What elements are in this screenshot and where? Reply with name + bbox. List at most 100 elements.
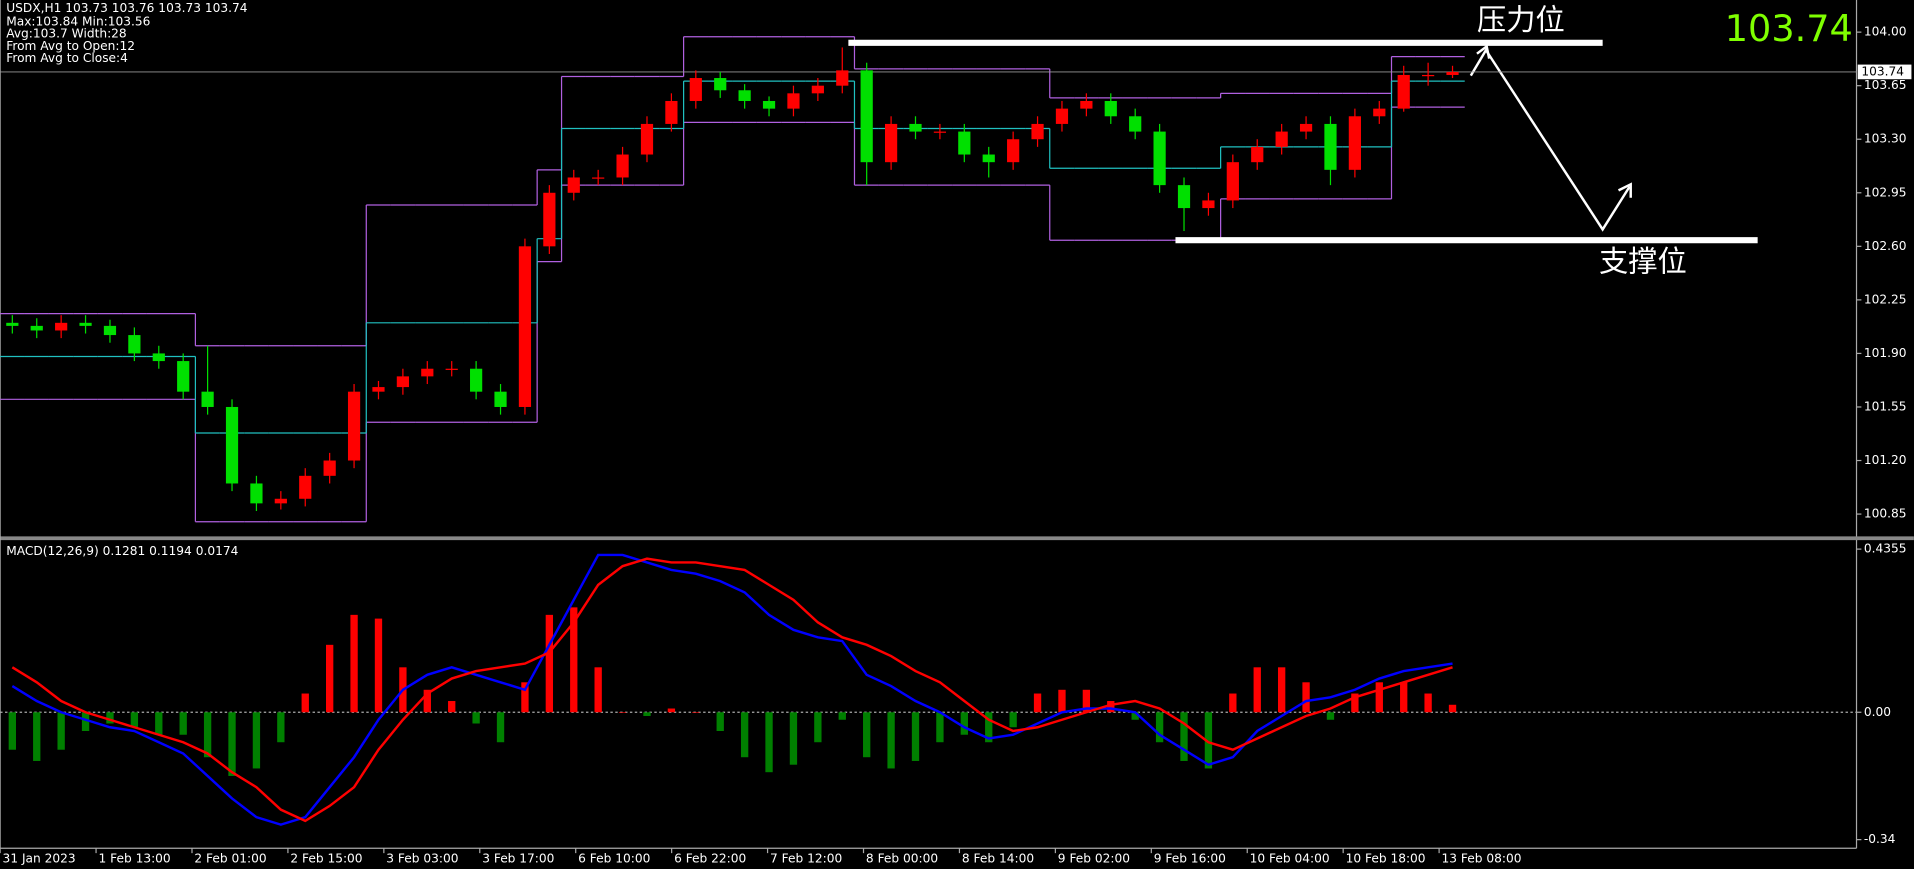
- macd-bar: [838, 712, 846, 720]
- macd-bar: [863, 712, 871, 758]
- candle-body: [1348, 116, 1361, 170]
- candle-body: [445, 368, 458, 370]
- macd-bar: [1375, 682, 1383, 713]
- candle-body: [274, 498, 287, 504]
- x-tick-label: 6 Feb 22:00: [674, 852, 746, 866]
- macd-bar: [1400, 682, 1408, 713]
- macd-bar: [33, 712, 41, 761]
- macd-bar: [1033, 693, 1042, 713]
- x-tick-label: 2 Feb 15:00: [290, 852, 362, 866]
- candle-body: [372, 387, 385, 392]
- candle-body: [1422, 74, 1435, 77]
- candle-body: [1373, 108, 1386, 117]
- candle-body: [470, 368, 483, 392]
- macd-bar: [960, 712, 968, 735]
- x-tick-label: 7 Feb 12:00: [770, 852, 842, 866]
- y-tick-label: 0.00: [1864, 705, 1891, 719]
- macd-bar: [1131, 712, 1139, 720]
- macd-bar: [8, 712, 16, 750]
- macd-bar: [1424, 693, 1432, 713]
- candle-body: [421, 368, 434, 377]
- candle-body: [152, 353, 165, 362]
- candle-body: [299, 475, 312, 499]
- macd-bar: [985, 712, 993, 743]
- x-tick-label: 3 Feb 03:00: [386, 852, 458, 866]
- macd-bar: [887, 712, 895, 769]
- macd-bar: [325, 644, 334, 713]
- candle-body: [396, 376, 409, 388]
- y-tick-label: 102.25: [1864, 292, 1907, 306]
- arrow-path: [1485, 50, 1631, 232]
- candle-body: [592, 177, 605, 179]
- macd-bar: [1180, 712, 1188, 761]
- y-tick-label: 103.65: [1864, 78, 1907, 92]
- macd-bar: [1107, 701, 1115, 713]
- macd-bar: [521, 682, 529, 713]
- level-label: 支撑位: [1599, 245, 1687, 279]
- level-label: 压力位: [1477, 3, 1565, 37]
- macd-bar: [155, 712, 163, 735]
- macd-bar: [1082, 689, 1091, 713]
- x-tick-label: 31 Jan 2023: [3, 852, 76, 866]
- candle-body: [55, 322, 68, 331]
- macd-bar: [1302, 682, 1310, 713]
- last-price-box: [1857, 64, 1912, 80]
- info-line: Max:103.84 Min:103.56: [6, 14, 150, 28]
- macd-bar: [594, 667, 602, 713]
- y-tick-label: 101.20: [1864, 453, 1907, 467]
- info-line: From Avg to Close:4: [6, 51, 128, 65]
- macd-bar: [423, 689, 431, 713]
- candle-body: [665, 100, 678, 124]
- macd-bar: [228, 712, 236, 776]
- macd-bar: [740, 712, 749, 758]
- candle-body: [982, 154, 995, 163]
- arrow-head: [1617, 182, 1632, 198]
- macd-bar: [1448, 704, 1457, 713]
- candle-body: [836, 70, 849, 86]
- macd-bar: [716, 712, 724, 731]
- candle-body: [1446, 71, 1459, 75]
- macd-bar: [496, 712, 505, 743]
- candle-body: [323, 460, 336, 476]
- candle-body: [1202, 200, 1215, 209]
- macd-bar: [1326, 712, 1335, 720]
- y-tick-label: -0.34: [1864, 832, 1896, 846]
- info-line: From Avg to Open:12: [6, 39, 135, 53]
- candle-body: [103, 325, 117, 336]
- candle-body: [128, 335, 141, 354]
- x-tick-label: 10 Feb 04:00: [1250, 852, 1330, 866]
- candle-body: [177, 361, 190, 392]
- candle-body: [1031, 123, 1044, 140]
- macd-bar: [789, 712, 798, 765]
- macd-bar: [667, 708, 676, 713]
- candle-body: [1055, 108, 1069, 124]
- candle-body: [1251, 146, 1264, 163]
- macd-bar: [1253, 667, 1261, 713]
- candle-body: [1397, 74, 1410, 109]
- macd-bar: [472, 712, 480, 724]
- candle-body: [201, 391, 214, 407]
- candle-body: [347, 391, 361, 461]
- arrow-up: [1469, 48, 1488, 77]
- candle-body: [1275, 131, 1288, 147]
- candle-body: [738, 90, 751, 101]
- candle-body: [1104, 100, 1117, 117]
- candle-body: [1153, 131, 1166, 186]
- x-tick-label: 6 Feb 10:00: [578, 852, 650, 866]
- candle-body: [958, 131, 971, 155]
- macd-bar: [277, 712, 285, 743]
- candle-body: [640, 123, 654, 155]
- macd-bar: [936, 712, 944, 743]
- macd-bar: [203, 712, 212, 758]
- candle-body: [30, 325, 43, 331]
- candle-body: [79, 322, 92, 326]
- x-tick-label: 8 Feb 14:00: [962, 852, 1034, 866]
- candle-body: [1177, 185, 1191, 209]
- macd-bar: [765, 712, 773, 773]
- candle-body: [689, 78, 702, 101]
- candle-body: [1299, 123, 1313, 132]
- candle-body: [225, 406, 239, 484]
- macd-bar: [643, 712, 651, 717]
- candle-body: [1080, 100, 1093, 109]
